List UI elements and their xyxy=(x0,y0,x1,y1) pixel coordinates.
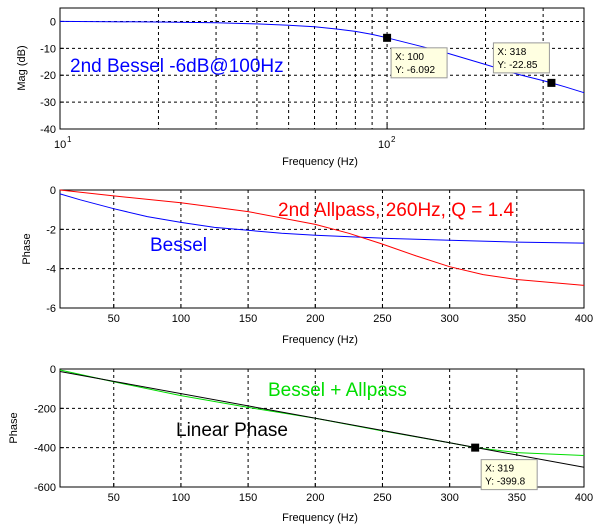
annotation-allpass: 2nd Allpass, 260Hz, Q = 1.4 xyxy=(278,200,514,221)
x-tick-label: 10 xyxy=(378,139,390,151)
datatip-y: Y: -399.8 xyxy=(485,477,525,488)
datatip-x: X: 318 xyxy=(497,47,526,58)
grid-2 xyxy=(60,190,584,308)
y-tick-label: -20 xyxy=(40,70,56,82)
x-tick-label: 50 xyxy=(108,492,120,504)
y-tick-label: -30 xyxy=(40,97,56,109)
series-line-2 xyxy=(59,371,585,468)
x-tick-label: 150 xyxy=(239,492,257,504)
y-axis-label-3: Phase xyxy=(8,412,20,443)
datatip-box xyxy=(390,47,448,79)
y-tick-label: 0 xyxy=(50,185,56,197)
x-tick-label: 400 xyxy=(575,313,593,325)
x-axis-label-3: Frequency (Hz) xyxy=(282,512,358,524)
annotation-bessel: Bessel xyxy=(150,235,207,256)
y-tick-label: -40 xyxy=(40,124,56,136)
annotation-linear-phase: Linear Phase xyxy=(176,420,288,441)
x-tick-exponent: 2 xyxy=(391,135,396,144)
y-tick-label: -4 xyxy=(46,264,56,276)
datatip-box xyxy=(492,42,550,74)
datatip-marker xyxy=(547,78,556,87)
y-tick-label: 0 xyxy=(50,16,56,28)
datatip-y: Y: -22.85 xyxy=(497,60,537,71)
x-tick-label: 300 xyxy=(440,313,458,325)
x-tick-label: 50 xyxy=(108,313,120,325)
plot-area-2 xyxy=(59,189,585,309)
datatip-x: X: 319 xyxy=(485,464,514,475)
y-ticks-3: 0 -200 -400 -600 xyxy=(34,364,64,494)
datatip-marker xyxy=(471,443,480,452)
x-tick-exponent: 1 xyxy=(67,135,72,144)
panel-magnitude: 0 -10 -20 -30 -40 10 1 10 2 Frequency (Hz) M… xyxy=(16,7,585,168)
y-tick-label: 0 xyxy=(50,364,56,376)
panel-combined-phase: 0 -200 -400 -600 50 100 150 200 250 300 350 400 Fr… xyxy=(8,364,593,524)
grid-1 xyxy=(60,8,584,129)
x-tick-label: 150 xyxy=(239,313,257,325)
x-ticks-2: 50 100 150 200 250 300 350 400 xyxy=(108,304,593,325)
x-ticks-1: 10 1 10 2 xyxy=(54,135,396,151)
series-line-1 xyxy=(59,193,585,244)
y-tick-label: -400 xyxy=(34,443,56,455)
y-tick-label: -6 xyxy=(46,303,56,315)
x-tick-label: 350 xyxy=(508,313,526,325)
x-tick-label: 350 xyxy=(508,492,526,504)
datatips-1: X: 100 Y: -6.092 X: 318 Y: -22.85 xyxy=(383,33,556,87)
series-line-2 xyxy=(59,189,585,286)
series-line-1 xyxy=(59,20,585,94)
annotation-bessel-6db: 2nd Bessel -6dB@100Hz xyxy=(70,56,284,77)
series-1 xyxy=(59,20,585,94)
x-axis-label-1: Frequency (Hz) xyxy=(282,156,358,168)
y-axis-label-1: Mag (dB) xyxy=(16,45,28,90)
x-tick-label: 200 xyxy=(306,492,324,504)
x-tick-label: 300 xyxy=(440,492,458,504)
x-tick-label: 10 xyxy=(54,139,66,151)
y-axis-label-2: Phase xyxy=(21,233,33,264)
y-tick-label: -10 xyxy=(40,43,56,55)
datatip-marker xyxy=(383,33,392,42)
y-ticks-1: 0 -10 -20 -30 -40 xyxy=(40,16,64,136)
panel-phase: 0 -2 -4 -6 50 100 150 200 250 300 350 400 Frequenc… xyxy=(21,185,593,346)
x-tick-label: 100 xyxy=(172,313,190,325)
y-tick-label: -200 xyxy=(34,403,56,415)
datatip-y: Y: -6.092 xyxy=(395,65,435,76)
x-tick-label: 100 xyxy=(172,492,190,504)
annotation-bessel-allpass: Bessel + Allpass xyxy=(268,380,407,401)
series-3 xyxy=(59,369,585,468)
series-2 xyxy=(59,189,585,286)
x-tick-label: 250 xyxy=(373,313,391,325)
datatip-x: X: 100 xyxy=(395,52,424,63)
datatips-3: X: 319 Y: -399.8 xyxy=(471,443,538,491)
y-tick-label: -600 xyxy=(34,482,56,494)
x-tick-label: 250 xyxy=(373,492,391,504)
x-tick-label: 200 xyxy=(306,313,324,325)
x-ticks-3: 50 100 150 200 250 300 350 400 xyxy=(108,483,593,504)
x-axis-label-2: Frequency (Hz) xyxy=(282,334,358,346)
datatip-box xyxy=(480,459,538,491)
y-tick-label: -2 xyxy=(46,224,56,236)
x-tick-label: 400 xyxy=(575,492,593,504)
